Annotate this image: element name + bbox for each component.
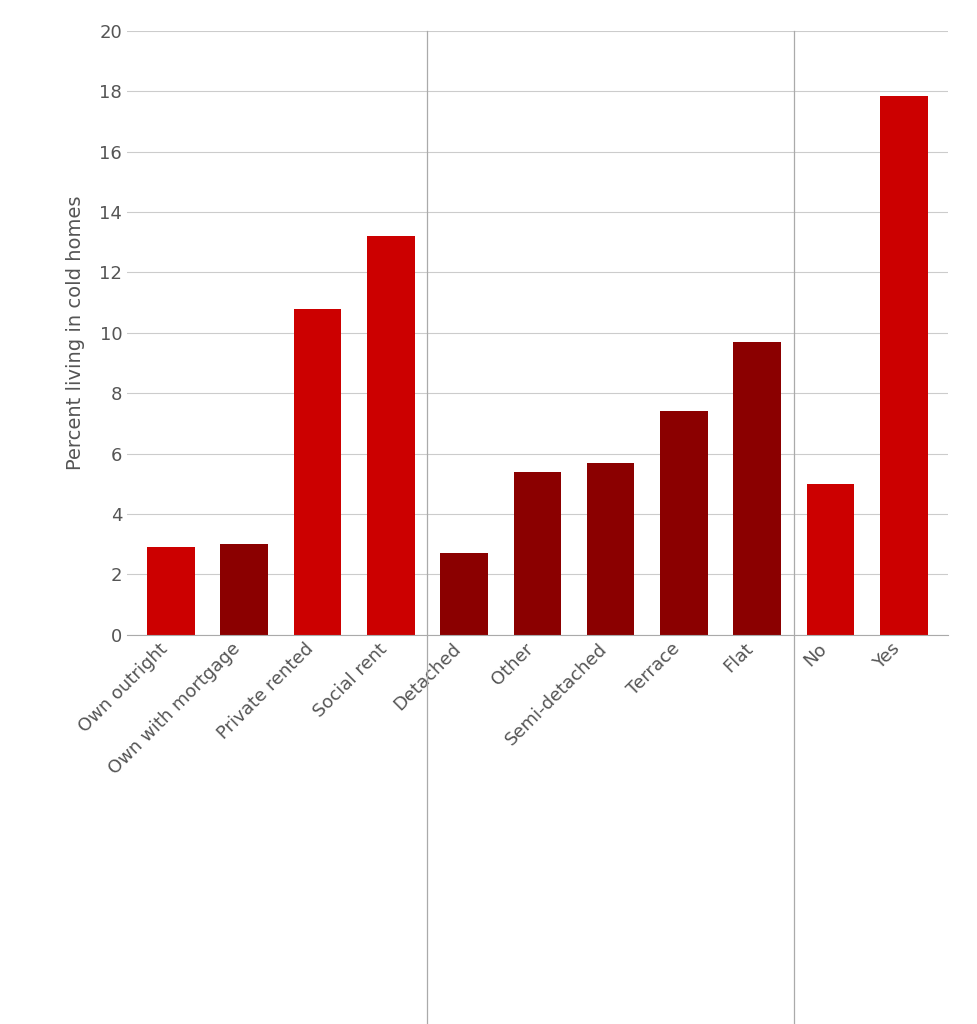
Y-axis label: Percent living in cold homes: Percent living in cold homes <box>66 196 85 470</box>
Bar <box>148 547 194 635</box>
Bar <box>660 412 707 635</box>
Bar <box>294 308 341 635</box>
Bar <box>221 545 268 635</box>
Bar <box>441 553 488 635</box>
Bar <box>367 237 414 635</box>
Bar <box>734 342 781 635</box>
Bar <box>807 484 854 635</box>
Bar <box>514 472 561 635</box>
Bar <box>587 463 634 635</box>
Bar <box>880 95 927 635</box>
